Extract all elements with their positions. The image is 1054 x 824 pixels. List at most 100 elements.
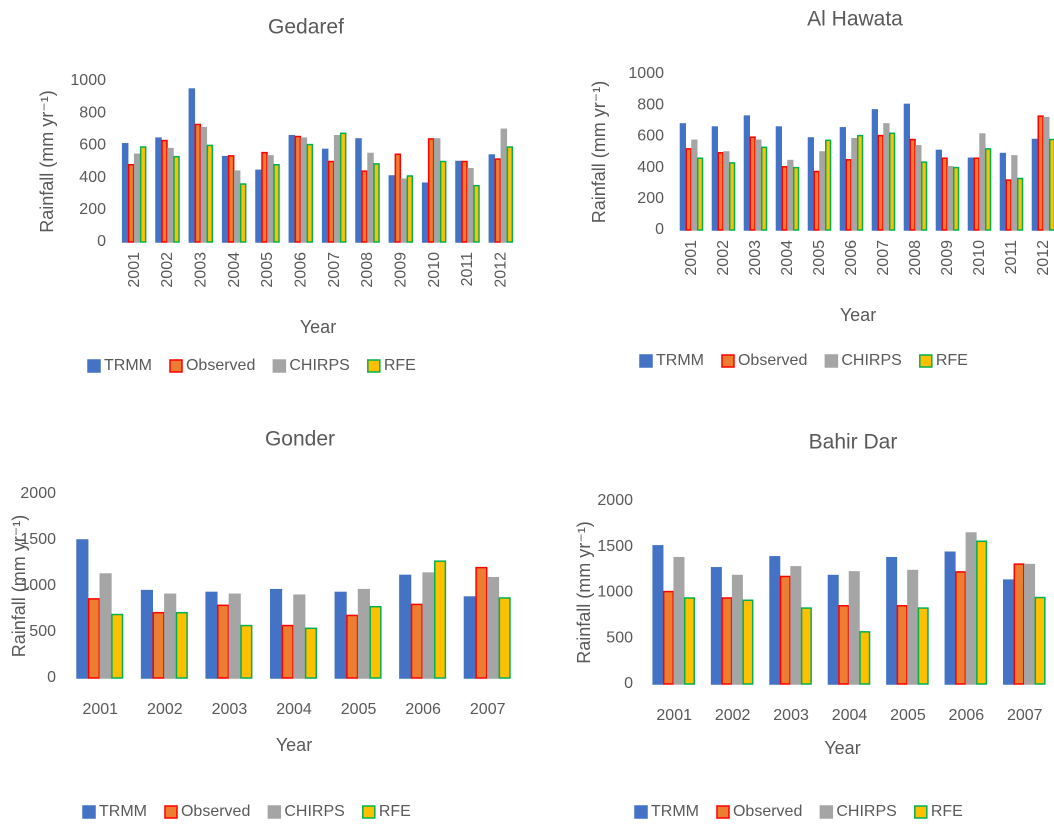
bar bbox=[896, 605, 908, 685]
bar bbox=[749, 136, 756, 231]
x-tick-label: 2012 bbox=[1035, 240, 1052, 276]
bar bbox=[194, 123, 202, 243]
bar bbox=[281, 624, 294, 679]
y-tick-label: 1500 bbox=[20, 531, 56, 548]
bar bbox=[188, 88, 196, 243]
x-tick-label: 2007 bbox=[326, 252, 343, 288]
x-tick-label: 2006 bbox=[405, 701, 441, 718]
bar bbox=[227, 155, 235, 243]
bar bbox=[1013, 563, 1025, 685]
bar bbox=[781, 166, 788, 231]
bar bbox=[99, 573, 112, 679]
bar bbox=[361, 170, 368, 243]
bar bbox=[111, 613, 124, 679]
x-tick-label: 2010 bbox=[971, 240, 988, 276]
bar bbox=[473, 184, 480, 243]
bar bbox=[239, 183, 247, 243]
bar bbox=[261, 151, 268, 243]
bar bbox=[1031, 138, 1038, 231]
bar bbox=[221, 155, 229, 243]
x-tick-label: 2005 bbox=[890, 707, 926, 724]
y-tick-label: 1000 bbox=[20, 577, 56, 594]
bar bbox=[691, 139, 698, 231]
bar bbox=[903, 103, 910, 231]
bar bbox=[288, 134, 296, 243]
bar bbox=[857, 134, 864, 231]
legend-label: TRMM bbox=[651, 803, 699, 820]
x-tick-label: 2009 bbox=[393, 252, 410, 288]
bar bbox=[175, 611, 188, 679]
bar bbox=[723, 151, 730, 231]
legend-label: Observed bbox=[181, 803, 250, 820]
bar bbox=[267, 155, 274, 243]
legend-label: Observed bbox=[186, 357, 255, 374]
legend-label: Observed bbox=[738, 352, 807, 369]
x-axis-title: Year bbox=[300, 317, 336, 337]
x-tick-label: 2012 bbox=[493, 252, 510, 288]
bar bbox=[947, 166, 954, 231]
bar bbox=[233, 170, 241, 243]
bar bbox=[173, 155, 180, 243]
bar bbox=[967, 157, 974, 231]
bar bbox=[1043, 116, 1050, 231]
x-tick-label: 2003 bbox=[193, 252, 210, 288]
bar bbox=[743, 115, 750, 231]
bar bbox=[161, 139, 168, 243]
bar bbox=[1034, 596, 1046, 685]
legend-swatch bbox=[367, 359, 381, 373]
x-tick-label: 2005 bbox=[259, 252, 276, 288]
x-tick-label: 2002 bbox=[715, 707, 751, 724]
x-tick-label: 2001 bbox=[126, 252, 143, 288]
y-tick-label: 0 bbox=[47, 669, 56, 686]
legend-label: RFE bbox=[936, 352, 968, 369]
x-tick-label: 2007 bbox=[875, 240, 892, 276]
x-tick-label: 2006 bbox=[293, 252, 310, 288]
bar bbox=[1024, 563, 1036, 685]
bar bbox=[819, 151, 826, 231]
x-tick-label: 2005 bbox=[811, 240, 828, 276]
y-tick-label: 2000 bbox=[20, 485, 56, 502]
y-tick-label: 600 bbox=[637, 128, 664, 145]
x-tick-label: 2007 bbox=[470, 701, 506, 718]
bar bbox=[979, 133, 986, 231]
x-tick-label: 2005 bbox=[341, 701, 377, 718]
bar bbox=[871, 109, 878, 231]
y-tick-label: 1000 bbox=[70, 72, 106, 89]
bar bbox=[293, 594, 306, 679]
y-tick-label: 800 bbox=[79, 104, 106, 121]
bar bbox=[827, 574, 839, 685]
legend-swatch bbox=[272, 359, 287, 373]
bar bbox=[498, 597, 511, 679]
bar bbox=[455, 160, 462, 243]
bar bbox=[697, 157, 704, 231]
bar bbox=[845, 159, 852, 231]
bar bbox=[800, 607, 812, 685]
x-axis-title: Year bbox=[824, 738, 860, 758]
bar bbox=[917, 607, 929, 685]
bar bbox=[167, 147, 174, 243]
bar bbox=[999, 152, 1006, 231]
y-tick-label: 2000 bbox=[597, 492, 633, 509]
bar bbox=[394, 153, 402, 243]
bar bbox=[461, 160, 468, 243]
bar bbox=[369, 605, 382, 679]
legend-swatch bbox=[267, 805, 282, 819]
bar bbox=[955, 571, 967, 685]
bar bbox=[761, 146, 768, 231]
x-tick-label: 2011 bbox=[1003, 240, 1020, 275]
x-tick-label: 2001 bbox=[82, 701, 118, 718]
bar bbox=[421, 182, 429, 243]
x-tick-label: 2004 bbox=[832, 707, 868, 724]
legend-swatch bbox=[82, 805, 96, 819]
bar bbox=[883, 123, 890, 231]
legend-label: CHIRPS bbox=[284, 803, 344, 820]
x-tick-label: 2001 bbox=[683, 240, 700, 276]
legend-swatch bbox=[634, 805, 648, 819]
bar bbox=[327, 160, 335, 243]
bar bbox=[433, 138, 441, 243]
bar bbox=[953, 166, 960, 231]
x-axis-title: Year bbox=[840, 305, 876, 325]
bar bbox=[334, 591, 347, 679]
legend-label: TRMM bbox=[656, 352, 704, 369]
